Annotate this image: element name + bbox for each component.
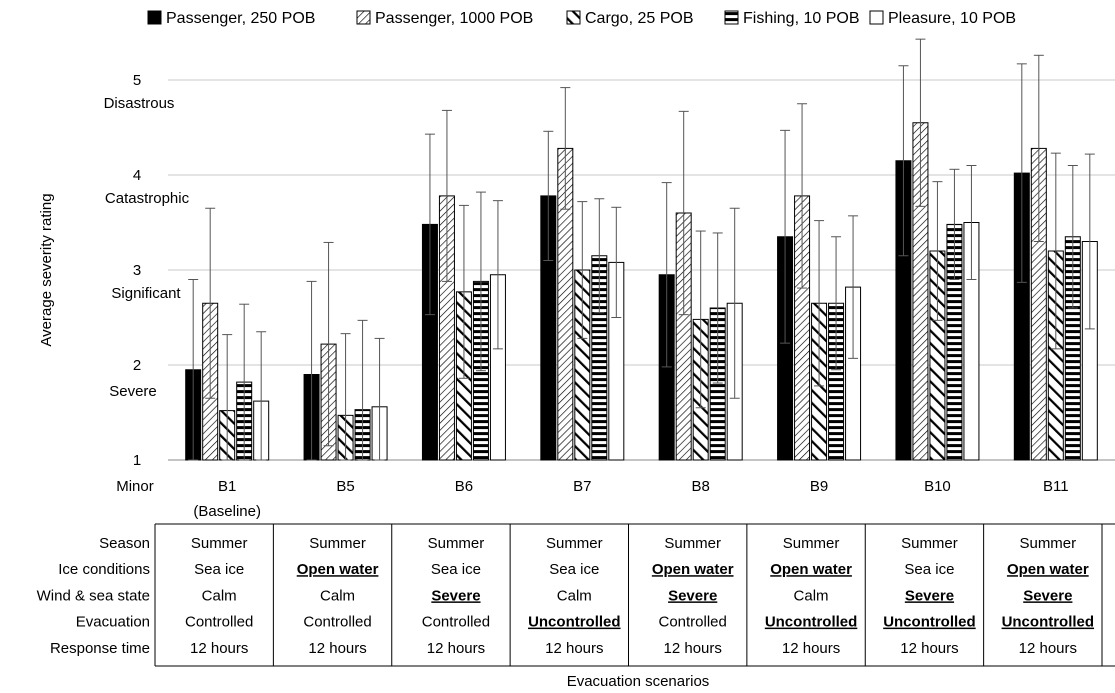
table-cell: Severe (905, 587, 954, 604)
legend: Passenger, 250 POB Passenger, 1000 POB Car… (147, 10, 1016, 27)
x-tick-sublabel: (Baseline) (193, 503, 261, 520)
severity-label: Minor (116, 478, 154, 495)
scenario-table: Season Ice conditions Wind & sea state Evac… (37, 523, 1115, 667)
table-cell: Severe (668, 587, 717, 604)
legend-swatch (147, 10, 162, 25)
table-cell: Uncontrolled (528, 614, 621, 631)
table-cell: 12 hours (190, 640, 248, 657)
table-cell: Calm (320, 587, 355, 604)
severity-label: Severe (109, 383, 157, 400)
legend-label: Passenger, 250 POB (166, 10, 315, 27)
table-cell: Controlled (659, 614, 727, 631)
x-tick-label: B10 (924, 478, 951, 495)
table-cell: Sea ice (431, 561, 481, 578)
table-cell: Open water (652, 561, 734, 578)
table-cell: Controlled (185, 614, 253, 631)
y-tick-label: 4 (133, 167, 141, 184)
x-tick-label: B11 (1043, 478, 1069, 495)
y-axis-title: Average severity rating (38, 193, 55, 346)
legend-label: Fishing, 10 POB (743, 10, 860, 27)
severity-label: Disastrous (104, 95, 175, 112)
x-axis-title: Evacuation scenarios (567, 673, 710, 690)
table-cell: Controlled (422, 614, 490, 631)
table-row-label: Season (99, 535, 150, 552)
table-cell: Summer (664, 535, 721, 552)
table-cell: Calm (557, 587, 592, 604)
severity-label: Significant (111, 285, 181, 302)
table-cell: Summer (546, 535, 603, 552)
table-cell: 12 hours (664, 640, 722, 657)
table-row-label: Evacuation (76, 614, 150, 631)
table-row-label: Ice conditions (58, 561, 150, 578)
bars (185, 122, 1098, 461)
y-tick-label: 1 (133, 452, 141, 469)
table-cell: 12 hours (545, 640, 603, 657)
table-cell: Summer (191, 535, 248, 552)
table-cell: Uncontrolled (765, 614, 858, 631)
x-tick-label: B7 (573, 478, 591, 495)
table-cell: Open water (1007, 561, 1089, 578)
x-tick-label: B9 (810, 478, 828, 495)
legend-swatch (724, 10, 739, 25)
y-tick-label: 3 (133, 262, 141, 279)
table-cell: Calm (794, 587, 829, 604)
table-cell: Sea ice (194, 561, 244, 578)
table-cell: 12 hours (782, 640, 840, 657)
legend-swatch (869, 10, 884, 25)
table-cell: Summer (783, 535, 840, 552)
table-cell: 12 hours (427, 640, 485, 657)
table-cell: 12 hours (900, 640, 958, 657)
table-cell: Controlled (303, 614, 371, 631)
x-tick-label: B6 (455, 478, 473, 495)
table-cell: Summer (428, 535, 485, 552)
table-cell: Sea ice (549, 561, 599, 578)
legend-label: Pleasure, 10 POB (888, 10, 1016, 27)
table-row-label: Wind & sea state (37, 587, 150, 604)
x-tick-label: B8 (692, 478, 710, 495)
table-cell: Open water (770, 561, 852, 578)
table-cell: Severe (1023, 587, 1072, 604)
y-axis: 1 2 3 4 5 Minor Severe Significant Catastrophic D… (104, 72, 190, 495)
legend-label: Passenger, 1000 POB (375, 10, 533, 27)
table-cell: Summer (309, 535, 366, 552)
legend-swatch (356, 10, 371, 25)
table-cell: Open water (297, 561, 379, 578)
table-cell: Uncontrolled (883, 614, 976, 631)
x-tick-label: B5 (336, 478, 354, 495)
legend-swatch (566, 10, 581, 25)
table-cell: Summer (1019, 535, 1076, 552)
x-axis: B1 (Baseline) B5 B6 B7 B8 B9 B10 B11 (193, 478, 1068, 520)
table-cell: Uncontrolled (1002, 614, 1095, 631)
legend-label: Cargo, 25 POB (585, 10, 694, 27)
table-cell: 12 hours (308, 640, 366, 657)
x-tick-label: B1 (218, 478, 236, 495)
severity-label: Catastrophic (105, 190, 190, 207)
table-row-label: Response time (50, 640, 150, 657)
error-bars (188, 38, 1095, 461)
y-tick-label: 2 (133, 357, 141, 374)
table-cell: Calm (202, 587, 237, 604)
y-tick-label: 5 (133, 72, 141, 89)
table-cell: Summer (901, 535, 958, 552)
table-cell: Severe (431, 587, 480, 604)
table-cell: Sea ice (904, 561, 954, 578)
table-cell: 12 hours (1019, 640, 1077, 657)
